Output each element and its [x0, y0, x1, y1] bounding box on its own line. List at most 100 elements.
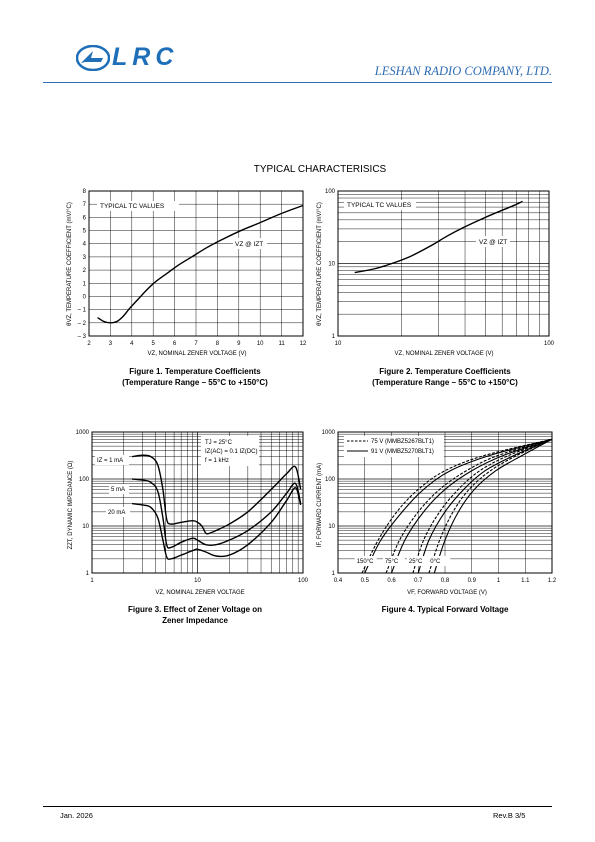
fig3-plot-frame — [91, 431, 304, 574]
fig4-series-line-2 — [385, 438, 553, 574]
fig3-ytick-label: 1 — [86, 571, 90, 577]
fig1-xtick-label: 6 — [173, 341, 177, 347]
fig1-xtick-label: 4 — [130, 341, 134, 347]
fig4-series-line-7 — [433, 438, 553, 574]
fig3-xtick-label: 10 — [194, 578, 201, 584]
company-logo-icon — [76, 45, 110, 71]
fig4-temp-label-bg — [354, 556, 377, 566]
fig2-plot-frame — [337, 190, 550, 337]
fig1-ytick-label: 7 — [83, 202, 87, 208]
fig3-series-label-1ma: IZ = 1 mA — [97, 458, 123, 464]
fig1-ytick-label: – 2 — [78, 321, 87, 327]
fig4-series-line-6 — [428, 438, 553, 574]
fig3-ytick-label: 1000 — [76, 430, 90, 436]
fig4-temp-label-bg — [382, 556, 405, 566]
fig4-temp-label: 0°C — [430, 559, 441, 565]
figure-3-caption-line1: Figure 3. Effect of Zener Voltage on — [127, 605, 263, 614]
figure-2-caption-line2: (Temperature Range – 55°C to +150°C) — [372, 378, 518, 387]
fig3-xtick-label: 1 — [90, 578, 94, 584]
fig4-xtick-label: 1.2 — [548, 578, 557, 584]
fig4-ylabel: IF, FORWARD CURRENT (mA) — [317, 463, 323, 547]
fig1-xtick-label: 7 — [194, 341, 198, 347]
fig4-xtick-label: 0.4 — [334, 578, 343, 584]
fig3-series-label-5ma: 5 mA — [111, 487, 125, 493]
fig2-ytick-label: 1 — [332, 334, 336, 340]
fig4-temp-label: 75°C — [385, 559, 399, 565]
fig1-series-line-0 — [97, 204, 304, 324]
fig4-series-line-3 — [390, 438, 553, 574]
fig3-annotation-tj: TJ = 25°C — [205, 440, 233, 446]
fig1-ytick-label: 6 — [83, 215, 87, 221]
fig4-series-line-1 — [364, 438, 553, 574]
fig4-xtick-label: 1.1 — [521, 578, 530, 584]
fig3-xtick-label: 100 — [298, 578, 309, 584]
section-title: TYPICAL CHARACTERISICS — [253, 164, 387, 175]
fig3-xlabel: VZ, NOMINAL ZENER VOLTAGE — [155, 590, 244, 596]
fig2-annotation-vz: VZ @ IZT — [479, 239, 507, 246]
fig1-xtick-label: 5 — [152, 341, 156, 347]
fig4-xtick-label: 0.7 — [414, 578, 423, 584]
fig1-ytick-label: 5 — [83, 229, 87, 235]
fig4-xtick-label: 0.8 — [441, 578, 450, 584]
fig4-series-line-0 — [361, 438, 553, 574]
fig1-ylabel: θVZ, TEMPERATURE COEFFICIENT (mV/°C) — [67, 202, 73, 326]
fig2-xtick-label: 10 — [335, 341, 342, 347]
fig1-xtick-label: 8 — [216, 341, 220, 347]
fig1-xtick-label: 11 — [278, 341, 285, 347]
figure-2-caption: Figure 2. Temperature Coefficients (Temp… — [335, 366, 555, 388]
fig2-xtick-label: 100 — [544, 341, 555, 347]
footer-divider — [43, 806, 552, 807]
fig4-legend-dashed: 75 V (MMBZ5267BLT1) — [371, 439, 434, 445]
fig2-annotation-typical: TYPICAL TC VALUES — [347, 202, 412, 209]
figure-1-caption-line2: (Temperature Range – 55°C to +150°C) — [122, 378, 268, 387]
fig1-ytick-label: 1 — [83, 281, 87, 287]
fig1-xtick-label: 9 — [237, 341, 241, 347]
fig4-xtick-label: 1 — [497, 578, 501, 584]
header-divider — [43, 82, 552, 83]
fig4-temp-label-bg — [406, 556, 429, 566]
company-name: LESHAN RADIO COMPANY, LTD. — [374, 64, 552, 78]
fig4-ytick-label: 1000 — [322, 430, 336, 436]
fig3-annotation-freq: f = 1 kHz — [205, 458, 229, 464]
fig4-series-line-4 — [412, 438, 553, 574]
figure-1-caption-line1: Figure 1. Temperature Coefficients — [129, 367, 261, 376]
fig1-ytick-label: 4 — [83, 242, 87, 248]
figure-1-caption: Figure 1. Temperature Coefficients (Temp… — [85, 366, 305, 388]
fig1-xtick-label: 2 — [87, 341, 91, 347]
fig3-annotation-izac: IZ(AC) = 0.1 IZ(DC) — [205, 449, 258, 455]
fig3-series-line-2 — [132, 487, 302, 560]
fig4-xtick-label: 0.9 — [468, 578, 477, 584]
fig4-xtick-label: 0.6 — [387, 578, 396, 584]
fig1-plot-frame — [88, 190, 304, 337]
fig1-ytick-label: 2 — [83, 268, 87, 274]
fig1-ytick-label: 3 — [83, 255, 87, 261]
figure-2-caption-line1: Figure 2. Temperature Coefficients — [379, 367, 511, 376]
figure-3-caption-line2: Zener Impedance — [162, 616, 228, 625]
fig4-xtick-label: 0.5 — [361, 578, 370, 584]
figure-3-caption: Figure 3. Effect of Zener Voltage on Zen… — [85, 604, 305, 626]
fig2-ytick-label: 100 — [325, 189, 336, 195]
fig1-xtick-label: 12 — [300, 341, 307, 347]
fig4-temp-label: 150°C — [357, 559, 374, 565]
fig1-xtick-label: 10 — [257, 341, 264, 347]
fig1-ytick-label: 0 — [83, 294, 87, 300]
fig2-ylabel: θVZ, TEMPERATURE COEFFICIENT (mV/°C) — [317, 202, 323, 326]
fig3-series-line-1 — [132, 478, 302, 549]
fig4-ytick-label: 10 — [328, 524, 335, 530]
footer-revision: Rev.B 3/5 — [493, 811, 526, 820]
footer-date: Jan. 2026 — [60, 811, 93, 820]
fig4-ytick-label: 1 — [332, 571, 336, 577]
figure-4-caption-line1: Figure 4. Typical Forward Voltage — [381, 605, 509, 614]
figure-4-chart: 0.4 0.5 0.6 0.7 0.8 0.9 1 1.1 1.2 1 10 100 1000 VF, … — [317, 430, 557, 596]
figure-4-caption: Figure 4. Typical Forward Voltage — [335, 604, 555, 615]
fig1-ytick-label: – 1 — [78, 308, 87, 314]
fig4-series-line-5 — [417, 438, 553, 574]
fig3-ylabel: ZZT, DYNAMIC IMPEDANCE (Ω) — [68, 461, 74, 550]
fig3-ytick-label: 10 — [82, 524, 89, 530]
figure-3-chart: 1 10 100 1 10 100 1000 VZ, NOMINAL ZENER VOLTA… — [68, 430, 309, 596]
fig1-ytick-label: 8 — [83, 189, 87, 195]
fig1-xlabel: VZ, NOMINAL ZENER VOLTAGE (V) — [148, 351, 247, 357]
fig4-ytick-label: 100 — [325, 477, 336, 483]
fig3-series-line-0 — [132, 454, 302, 535]
